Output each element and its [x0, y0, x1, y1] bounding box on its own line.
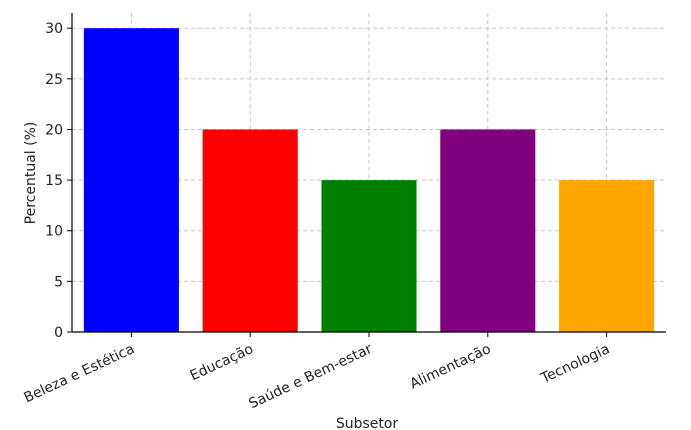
bars-layer: [83, 28, 655, 332]
x-tick-label: Tecnologia: [538, 341, 612, 387]
y-tick-label: 25: [45, 72, 63, 88]
x-tick-label: Educação: [188, 341, 256, 384]
y-tick-label: 15: [45, 173, 63, 189]
x-axis-title: Subsetor: [336, 416, 399, 430]
y-tick-label: 10: [45, 224, 63, 240]
bar-alimentacao: [440, 129, 536, 332]
axes-layer: [67, 13, 666, 337]
y-tick-label: 20: [45, 122, 63, 138]
bar-educacao: [202, 129, 298, 332]
x-tick-label: Alimentação: [408, 341, 494, 392]
bar-saude-e-bem-estar: [321, 180, 417, 332]
y-tick-label: 0: [54, 325, 63, 341]
bar-tecnologia: [559, 180, 655, 332]
x-tick-label: Saúde e Bem-estar: [246, 341, 374, 412]
y-tick-label: 5: [54, 274, 63, 290]
y-tick-label: 30: [45, 21, 63, 37]
y-axis-title: Percentual (%): [23, 122, 39, 225]
bar-beleza-e-estetica: [83, 28, 179, 332]
x-tick-label: Beleza e Estética: [22, 341, 138, 406]
